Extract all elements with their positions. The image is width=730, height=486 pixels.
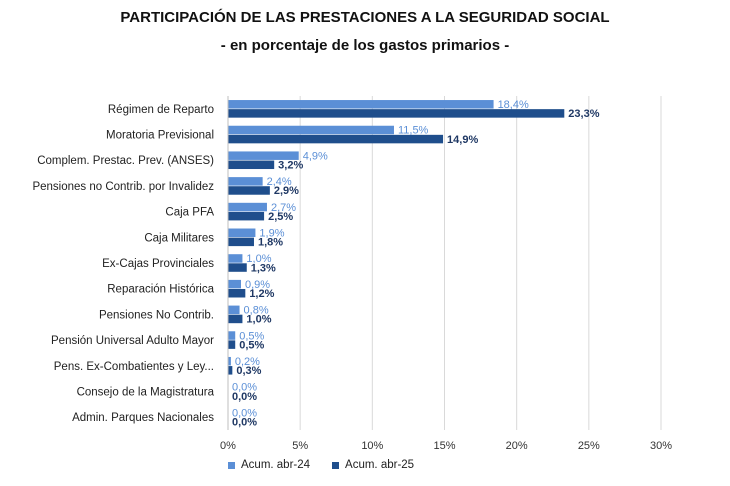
legend-swatch — [332, 461, 340, 469]
bar — [228, 228, 256, 238]
data-label: 18,4% — [498, 99, 529, 111]
legend: Acum. abr-24 Acum. abr-25 — [228, 459, 414, 471]
category-label: Consejo de la Magistratura — [77, 386, 215, 398]
data-label: 0,2% — [235, 356, 260, 368]
category-label: Caja Militares — [144, 232, 214, 244]
bar — [228, 237, 254, 247]
bar — [228, 177, 263, 186]
data-label: 1,9% — [259, 228, 284, 240]
data-label: 2,4% — [267, 176, 292, 188]
bar — [228, 314, 243, 324]
bar — [228, 331, 236, 340]
bar — [228, 279, 241, 289]
data-label: 0,3% — [236, 365, 261, 377]
data-label: 23,3% — [568, 108, 599, 120]
x-tick-label: 10% — [361, 440, 383, 452]
data-label: 1,8% — [258, 237, 283, 249]
category-label: Admin. Parques Nacionales — [72, 412, 214, 424]
bar — [228, 305, 240, 315]
data-label: 1,3% — [251, 262, 276, 274]
data-label: 11,5% — [398, 125, 429, 137]
data-label: 1,0% — [246, 314, 271, 326]
data-label: 0,0% — [232, 407, 257, 419]
bar — [228, 109, 565, 118]
bar — [228, 202, 267, 212]
data-label: 14,9% — [447, 134, 478, 146]
category-label: Pensiones no Contrib. por Invalidez — [32, 181, 214, 193]
bar — [228, 263, 247, 272]
x-tick-label: 20% — [506, 440, 528, 452]
x-tick-label: 15% — [433, 440, 455, 452]
x-tick-label: 5% — [292, 440, 308, 452]
bar — [228, 151, 299, 160]
x-tick-label: 25% — [578, 440, 600, 452]
bar — [228, 211, 265, 221]
bar — [228, 366, 233, 375]
data-label: 1,2% — [249, 288, 274, 300]
category-label: Pensión Universal Adulto Mayor — [51, 335, 214, 347]
category-label: Reparación Histórica — [107, 284, 214, 296]
bar — [228, 340, 236, 349]
data-label: 0,0% — [232, 382, 257, 394]
bar — [228, 186, 270, 195]
category-label: Régimen de Reparto — [108, 104, 214, 116]
data-label: 4,9% — [303, 150, 328, 162]
data-label: 0,5% — [239, 330, 264, 342]
bar — [228, 134, 444, 144]
category-label: Caja PFA — [165, 207, 214, 219]
data-label: 2,9% — [274, 185, 299, 197]
bar — [228, 288, 246, 298]
x-tick-label: 0% — [220, 440, 236, 452]
data-label: 0,5% — [239, 339, 264, 351]
legend-label: Acum. abr-25 — [345, 459, 415, 471]
bar — [228, 254, 243, 263]
data-label: 0,8% — [244, 305, 269, 317]
category-label: Pens. Ex-Combatientes y Ley... — [54, 361, 214, 373]
bar — [228, 100, 494, 109]
data-label: 0,0% — [232, 391, 257, 403]
data-label: 0,9% — [245, 279, 270, 291]
chart-subtitle: - en porcentaje de los gastos primarios … — [220, 37, 510, 54]
chart-title: PARTICIPACIÓN DE LAS PRESTACIONES A LA S… — [120, 9, 610, 26]
data-label: 1,0% — [246, 253, 271, 265]
data-label: 2,5% — [268, 211, 293, 223]
category-label: Ex-Cajas Provinciales — [102, 258, 214, 270]
data-label: 2,7% — [271, 202, 296, 214]
category-label: Moratoria Previsional — [106, 130, 214, 142]
legend-swatch — [228, 461, 235, 469]
legend-item-series-2: Acum. abr-25 — [332, 459, 414, 471]
legend-item-series-1: Acum. abr-24 — [228, 459, 310, 471]
bar — [228, 160, 275, 170]
bar — [228, 356, 231, 366]
category-label: Pensiones No Contrib. — [99, 309, 214, 321]
data-label: 3,2% — [278, 160, 303, 172]
data-label: 0,0% — [232, 416, 257, 428]
bar — [228, 125, 394, 135]
category-label: Complem. Prestac. Prev. (ANSES) — [37, 155, 214, 167]
x-tick-label: 30% — [650, 440, 672, 452]
legend-label: Acum. abr-24 — [241, 459, 311, 471]
